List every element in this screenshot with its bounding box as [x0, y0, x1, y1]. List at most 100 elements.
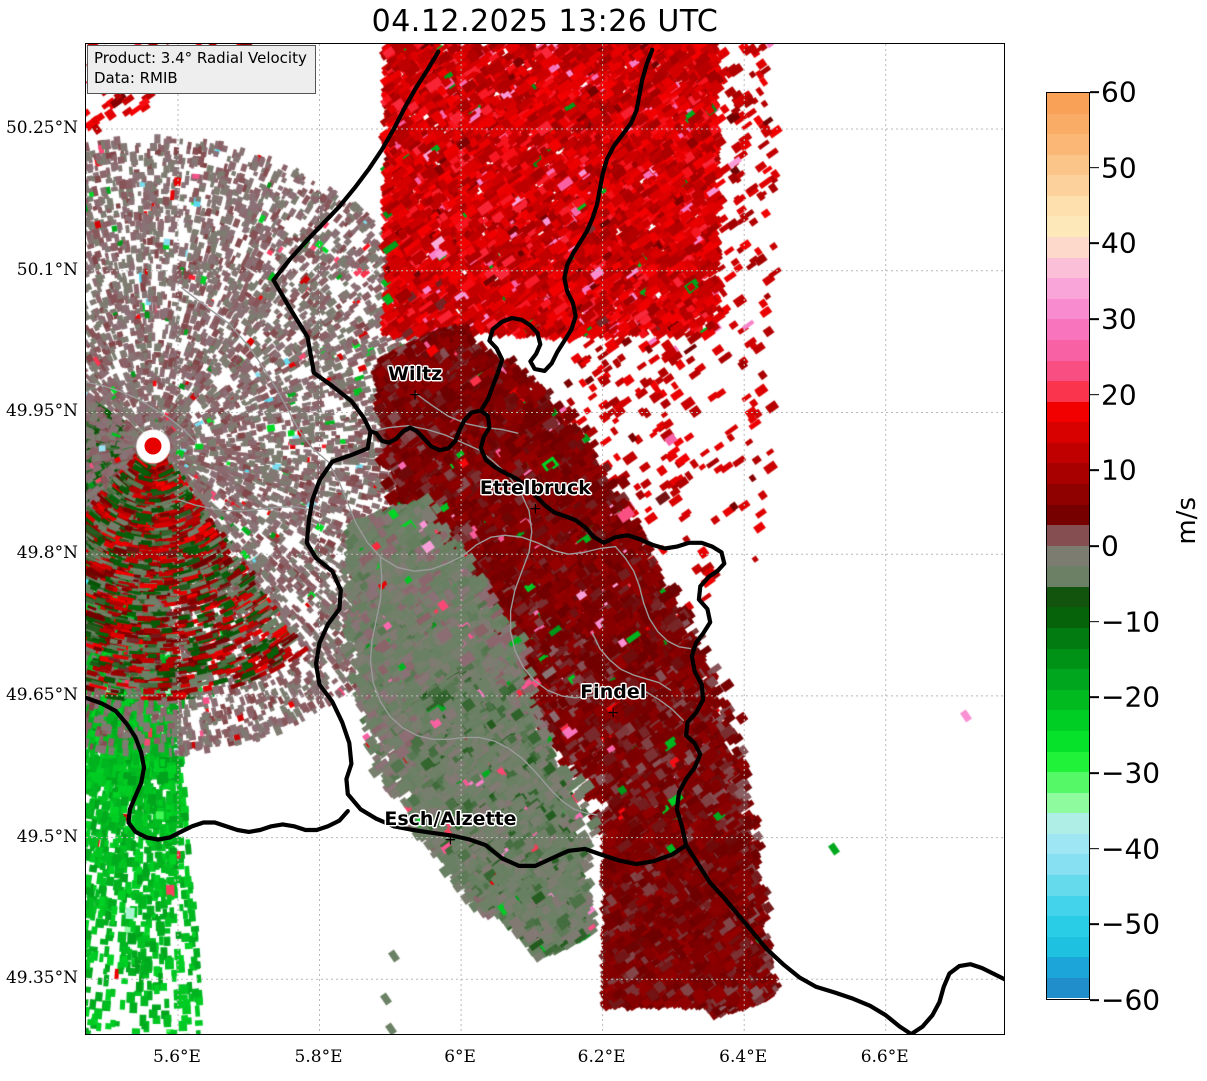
- colorbar: [1046, 92, 1090, 1000]
- latitude-tick-label: 49.5°N: [16, 826, 78, 847]
- colorbar-segment: [1047, 319, 1089, 340]
- colorbar-segment: [1047, 730, 1089, 752]
- colorbar-tick-mark: [1090, 923, 1099, 926]
- product-line: Product: 3.4° Radial Velocity: [94, 49, 307, 67]
- colorbar-segment: [1047, 442, 1089, 464]
- radar-echo-canvas: [86, 44, 1004, 1034]
- colorbar-segment: [1047, 339, 1089, 361]
- product-info-box: Product: 3.4° Radial Velocity Data: RMIB: [87, 45, 316, 94]
- colorbar-segment: [1047, 422, 1089, 443]
- colorbar-segment: [1047, 154, 1089, 176]
- latitude-tick-label: 50.25°N: [5, 118, 78, 139]
- longitude-tick-label: 6°E: [444, 1047, 476, 1067]
- colorbar-segment: [1047, 278, 1089, 299]
- colorbar-tick-mark: [1090, 847, 1099, 850]
- colorbar-tick-label: 50: [1101, 151, 1137, 185]
- colorbar-tick-label: −30: [1101, 756, 1161, 790]
- colorbar-tick-mark: [1090, 772, 1099, 774]
- colorbar-segment: [1047, 525, 1089, 546]
- colorbar-segment: [1047, 381, 1089, 402]
- colorbar-segment: [1047, 669, 1089, 690]
- longitude-tick-label: 6.4°E: [719, 1047, 768, 1067]
- colorbar-segment: [1047, 854, 1089, 875]
- colorbar-tick-label: 30: [1101, 302, 1137, 336]
- colorbar-segment: [1047, 216, 1089, 238]
- colorbar-tick-mark: [1090, 91, 1099, 93]
- colorbar-unit-label: m/s: [1172, 497, 1202, 545]
- city-labels: Wiltz + Ettelbruck + Findel + Esch/Alzette +: [86, 44, 1004, 1034]
- colorbar-segment: [1047, 483, 1089, 505]
- map-gridlines: [86, 44, 1004, 1034]
- colorbar-tick-mark: [1090, 318, 1099, 320]
- page-title: 04.12.2025 13:26 UTC: [371, 4, 719, 39]
- colorbar-segment: [1047, 895, 1089, 917]
- colorbar-segment: [1047, 607, 1089, 629]
- map-plot-area: Wiltz + Ettelbruck + Findel + Esch/Alzette + Pr…: [85, 43, 1005, 1035]
- colorbar-segment: [1047, 463, 1089, 484]
- city-marker-icon: +: [444, 830, 457, 849]
- colorbar-tick-mark: [1090, 242, 1099, 245]
- colorbar-segment: [1047, 772, 1089, 793]
- colorbar-segment: [1047, 751, 1089, 773]
- longitude-tick-label: 5.6°E: [153, 1047, 201, 1067]
- colorbar-segment: [1047, 93, 1089, 114]
- colorbar-tick-label: 40: [1101, 226, 1137, 260]
- city-label: Wiltz: [388, 363, 443, 386]
- longitude-tick-label: 5.8°E: [294, 1047, 343, 1067]
- colorbar-tick-label: −50: [1101, 907, 1161, 941]
- latitude-tick-label: 49.65°N: [5, 684, 78, 705]
- colorbar-ticks: 60 50 40 30 20 10 0 −10 −20 −30 −40 −50 −60: [1090, 76, 1200, 1017]
- colorbar-segment: [1047, 566, 1089, 587]
- colorbar-tick-mark: [1090, 393, 1099, 396]
- longitude-tick-label: 6.2°E: [577, 1047, 626, 1067]
- colorbar-tick-label: 10: [1101, 453, 1137, 487]
- colorbar-segment: [1047, 360, 1089, 382]
- colorbar-tick-label: −40: [1101, 832, 1161, 866]
- colorbar-segment: [1047, 237, 1089, 258]
- colorbar-tick-label: 60: [1101, 75, 1137, 109]
- city-label: Ettelbruck: [479, 476, 591, 499]
- colorbar-tick-mark: [1090, 166, 1099, 169]
- colorbar-segment: [1047, 586, 1089, 608]
- colorbar-segment: [1047, 257, 1089, 279]
- colorbar-tick-label: −60: [1101, 983, 1161, 1017]
- latitude-tick-label: 49.35°N: [5, 968, 78, 989]
- colorbar-tick-label: −10: [1101, 605, 1161, 639]
- longitude-tick-label: 6.6°E: [860, 1047, 909, 1067]
- colorbar-segment: [1047, 936, 1089, 958]
- colorbar-segment: [1047, 813, 1089, 834]
- colorbar-segment: [1047, 134, 1089, 155]
- colorbar-segment: [1047, 977, 1089, 999]
- latitude-tick-label: 49.8°N: [16, 543, 78, 564]
- colorbar-tick-mark: [1090, 620, 1099, 623]
- radar-site-marker: [144, 437, 162, 455]
- colorbar-tick-mark: [1090, 469, 1099, 472]
- colorbar-tick-mark: [1090, 545, 1099, 547]
- map-borders: [86, 44, 1004, 1034]
- radar-velocity-field: [86, 44, 1004, 1034]
- colorbar-segment: [1047, 113, 1089, 135]
- colorbar-segment: [1047, 792, 1089, 814]
- city-marker-icon: +: [606, 703, 620, 722]
- colorbar-segment: [1047, 175, 1089, 196]
- colorbar-segment: [1047, 504, 1089, 526]
- colorbar-segment: [1047, 689, 1089, 711]
- city-marker-icon: +: [408, 385, 422, 404]
- latitude-tick-label: 49.95°N: [5, 401, 78, 422]
- colorbar-tick-label: 0: [1101, 529, 1119, 563]
- data-source-line: Data: RMIB: [94, 68, 178, 87]
- colorbar-segment: [1047, 833, 1089, 855]
- colorbar-tick-label: 20: [1101, 378, 1137, 412]
- city-label: Esch/Alzette: [384, 808, 517, 831]
- colorbar-segment: [1047, 195, 1089, 217]
- latitude-tick-label: 50.1°N: [16, 259, 78, 280]
- colorbar-segment: [1047, 957, 1089, 978]
- colorbar-tick-label: −20: [1101, 680, 1161, 714]
- colorbar-segment: [1047, 401, 1089, 423]
- colorbar-segment: [1047, 545, 1089, 567]
- colorbar-segment: [1047, 298, 1089, 320]
- colorbar-segment: [1047, 648, 1089, 670]
- city-marker-icon: +: [529, 499, 542, 518]
- city-label: Findel: [580, 680, 647, 703]
- colorbar-segment: [1047, 710, 1089, 731]
